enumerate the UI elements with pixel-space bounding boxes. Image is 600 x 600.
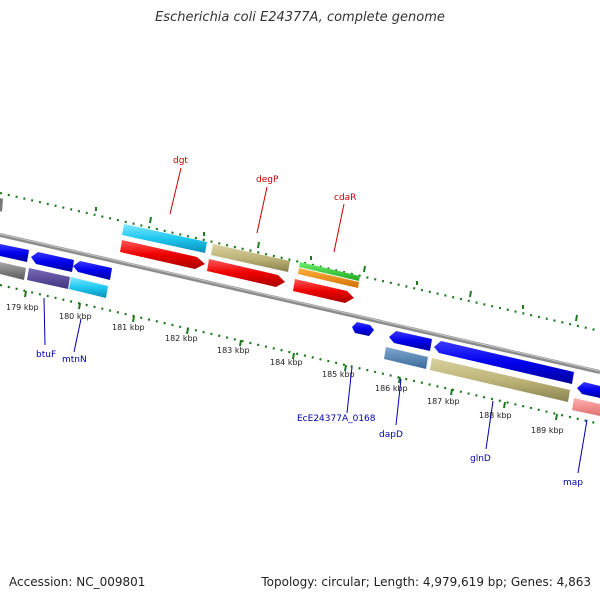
gene-mtnN[interactable] — [69, 277, 108, 298]
scale-label: 183 kbp — [217, 346, 250, 355]
outer-tick-track — [0, 191, 600, 333]
gene-label-cdaR[interactable]: cdaR — [334, 193, 356, 203]
scale-label: 187 kbp — [427, 397, 460, 406]
gene-label-dapD[interactable]: dapD — [379, 430, 403, 440]
gene-label-dgt[interactable]: dgt — [173, 156, 188, 166]
scale-label: 189 kbp — [531, 426, 564, 435]
gene-EcE24377A_0168[interactable] — [352, 322, 374, 336]
genes-right — [352, 322, 600, 416]
gene-label-btuF[interactable]: btuF — [36, 350, 56, 360]
bottom-gene-labels: btuF mtnN EcE24377A_0168 dapD glnD map — [36, 297, 588, 488]
gene-dapD[interactable] — [384, 347, 428, 369]
topology-summary: Topology: circular; Length: 4,979,619 bp… — [261, 575, 591, 589]
gene-label-mtnN[interactable]: mtnN — [62, 355, 87, 365]
gene-red-a[interactable] — [120, 240, 205, 269]
gene-btuF[interactable] — [27, 268, 70, 289]
gene-blue-b[interactable] — [31, 252, 74, 272]
gene-left-stub — [0, 198, 3, 212]
scale-label: 186 kbp — [375, 384, 408, 393]
accession-text: Accession: NC_009801 — [9, 575, 146, 589]
gene-label-EcE24377A_0168[interactable]: EcE24377A_0168 — [297, 414, 376, 424]
gene-blue-e[interactable] — [434, 341, 574, 384]
scale-label: 185 kbp — [322, 370, 355, 379]
forward-genes — [0, 198, 360, 288]
gene-red-c[interactable] — [293, 279, 354, 303]
gene-degP[interactable] — [211, 244, 290, 272]
scale-label: 179 kbp — [6, 303, 39, 312]
scale-label: 181 kbp — [112, 323, 145, 332]
gene-blue-c[interactable] — [73, 261, 112, 280]
gene-blue-a[interactable] — [0, 244, 29, 262]
scale-labels: 179 kbp 180 kbp 181 kbp 182 kbp 183 kbp … — [6, 303, 564, 435]
gene-cdaR[interactable] — [299, 262, 360, 281]
gene-label-map[interactable]: map — [563, 478, 583, 488]
gene-map[interactable] — [572, 398, 600, 416]
inner-tick-track — [0, 283, 600, 426]
map-title: Escherichia coli E24377A, complete genom… — [155, 10, 445, 25]
gene-label-degP[interactable]: degP — [256, 175, 279, 185]
reverse-genes-left — [0, 240, 354, 303]
scale-label: 180 kbp — [59, 312, 92, 321]
genome-backbone — [0, 233, 600, 374]
scale-label: 184 kbp — [270, 358, 303, 367]
gene-red-b[interactable] — [207, 259, 285, 287]
gene-blue-f[interactable] — [577, 382, 600, 398]
gene-blue-d[interactable] — [389, 331, 432, 351]
scale-label: 188 kbp — [479, 411, 512, 420]
scale-label: 182 kbp — [165, 334, 198, 343]
gene-glnD[interactable] — [430, 358, 570, 402]
gene-dgt[interactable] — [122, 224, 207, 253]
top-gene-labels: dgt degP cdaR — [169, 156, 356, 253]
gene-gray[interactable] — [0, 262, 26, 280]
gene-label-glnD[interactable]: glnD — [470, 454, 491, 464]
